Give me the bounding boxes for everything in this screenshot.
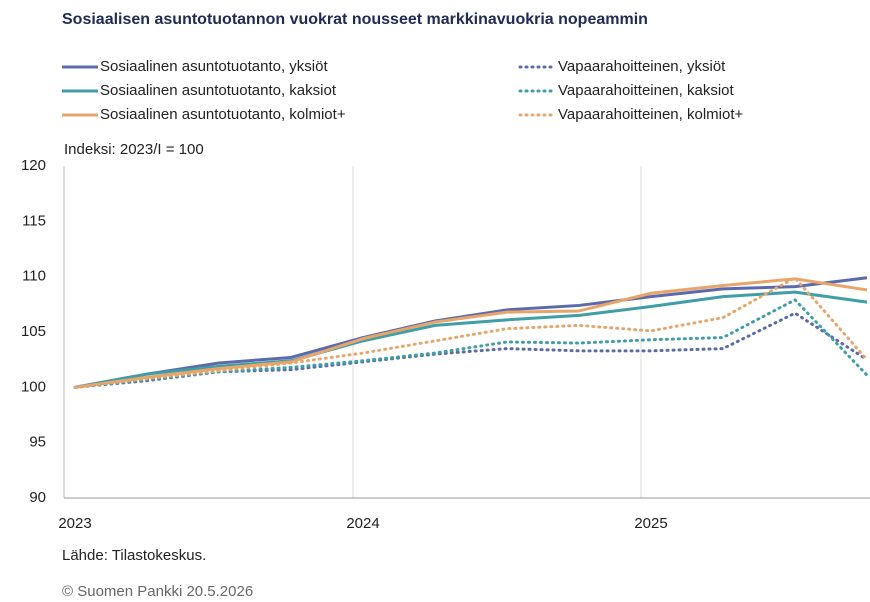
source: Lähde: Tilastokeskus. [62,547,206,564]
legend-label: Sosiaalinen asuntotuotanto, kolmiot+ [100,106,346,123]
y-tick-label: 95 [29,434,46,451]
y-tick-label: 110 [22,268,46,285]
legend-label: Vapaarahoitteinen, kolmiot+ [558,106,743,123]
x-tick-label: 2023 [58,515,91,532]
legend-label: Sosiaalinen asuntotuotanto, yksiöt [100,58,328,75]
series-line [74,277,868,389]
x-tick-label: 2024 [346,515,379,532]
y-axis-label: Indeksi: 2023/I = 100 [64,141,204,158]
series-line [74,276,868,389]
legend-label: Sosiaalinen asuntotuotanto, kaksiot [100,82,337,99]
legend-label: Vapaarahoitteinen, yksiöt [558,58,726,75]
y-tick-label: 115 [22,212,46,229]
y-tick-label: 120 [21,157,46,174]
series-line [73,276,869,389]
copyright: © Suomen Pankki 20.5.2026 [62,583,253,600]
chart-title: Sosiaalisen asuntotuotannon vuokrat nous… [62,11,648,28]
x-tick-label: 2025 [634,515,667,532]
y-tick-label: 100 [21,378,46,395]
y-tick-label: 90 [29,489,46,506]
legend-label: Vapaarahoitteinen, kaksiot [558,82,735,99]
series-line [74,290,868,389]
y-tick-label: 105 [21,323,46,340]
